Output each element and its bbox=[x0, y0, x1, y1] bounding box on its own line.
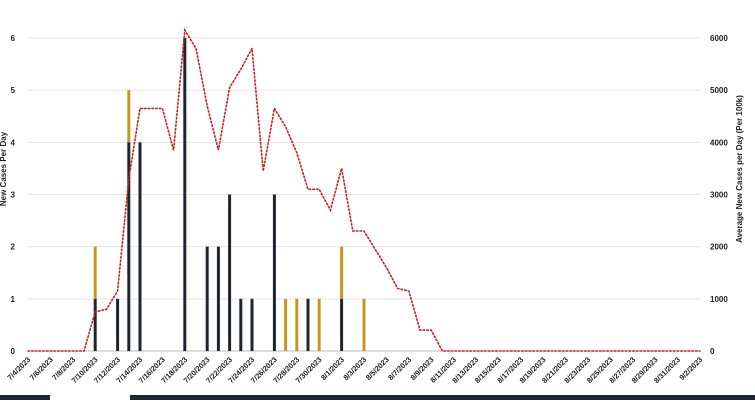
bar-segment-dark bbox=[116, 298, 120, 351]
bar-segment-gold bbox=[127, 90, 131, 143]
bar-segment-gold bbox=[317, 298, 321, 351]
y-axis-title-left: New Cases Per Day bbox=[0, 131, 8, 206]
scrollbar-right[interactable] bbox=[130, 395, 755, 400]
y-axis-right: 0 1000 2000 3000 4000 5000 6000 bbox=[710, 34, 728, 356]
average-line bbox=[27, 27, 701, 352]
x-tick-label: 8/3/2023 bbox=[341, 355, 368, 382]
x-axis: 7/4/20237/6/20237/8/20237/10/20237/12/20… bbox=[5, 355, 704, 385]
y-axis-left: 0 1 2 3 4 5 6 bbox=[11, 34, 16, 356]
y-tick-label-right: 3000 bbox=[710, 191, 728, 200]
bar-segment-gold bbox=[340, 246, 344, 299]
y-tick-label-left: 2 bbox=[11, 243, 16, 252]
bar-segment-gold bbox=[93, 246, 97, 299]
y-tick-label-left: 1 bbox=[11, 295, 16, 304]
y-axis-title-right: Average New Cases per Day (Per 100k) bbox=[735, 95, 744, 243]
bar-segment-dark bbox=[205, 246, 209, 351]
bar-segment-gold bbox=[295, 298, 299, 351]
y-tick-label-left: 0 bbox=[11, 347, 16, 356]
x-tick-label: 8/1/2023 bbox=[319, 355, 346, 382]
x-tick-label: 9/2/2023 bbox=[677, 355, 704, 382]
y-tick-label-left: 4 bbox=[11, 138, 16, 147]
bar-segment-dark bbox=[340, 298, 344, 351]
y-tick-label-right: 0 bbox=[710, 347, 715, 356]
bar-segment-dark bbox=[93, 298, 97, 351]
x-tick-label: 8/7/2023 bbox=[386, 355, 413, 382]
bar-segment-dark bbox=[272, 194, 276, 351]
scrollbar-left[interactable] bbox=[0, 395, 50, 400]
bar-segment-dark bbox=[183, 38, 187, 351]
y-tick-label-left: 3 bbox=[11, 191, 16, 200]
bar-segment-dark bbox=[138, 142, 142, 351]
bar-segment-dark bbox=[250, 298, 254, 351]
bar-segment-dark bbox=[306, 298, 310, 351]
x-tick-label: 7/6/2023 bbox=[28, 355, 55, 382]
x-tick-label: 7/4/2023 bbox=[5, 355, 32, 382]
y-tick-label-left: 5 bbox=[11, 86, 16, 95]
x-tick-label: 8/5/2023 bbox=[364, 355, 391, 382]
average-line-layer bbox=[27, 27, 701, 352]
bar-segment-dark bbox=[216, 246, 220, 351]
bar-segment-dark bbox=[127, 142, 131, 351]
bar-segment-dark bbox=[239, 298, 243, 351]
y-tick-label-right: 6000 bbox=[710, 34, 728, 43]
y-tick-label-right: 5000 bbox=[710, 86, 728, 95]
y-tick-label-right: 1000 bbox=[710, 295, 728, 304]
bar-segment-gold bbox=[284, 298, 288, 351]
bar-segment-gold bbox=[362, 298, 366, 351]
bar-segment-dark bbox=[228, 194, 232, 351]
y-tick-label-right: 2000 bbox=[710, 243, 728, 252]
y-tick-label-left: 6 bbox=[11, 34, 16, 43]
y-tick-label-right: 4000 bbox=[710, 138, 728, 147]
bars bbox=[93, 38, 366, 351]
